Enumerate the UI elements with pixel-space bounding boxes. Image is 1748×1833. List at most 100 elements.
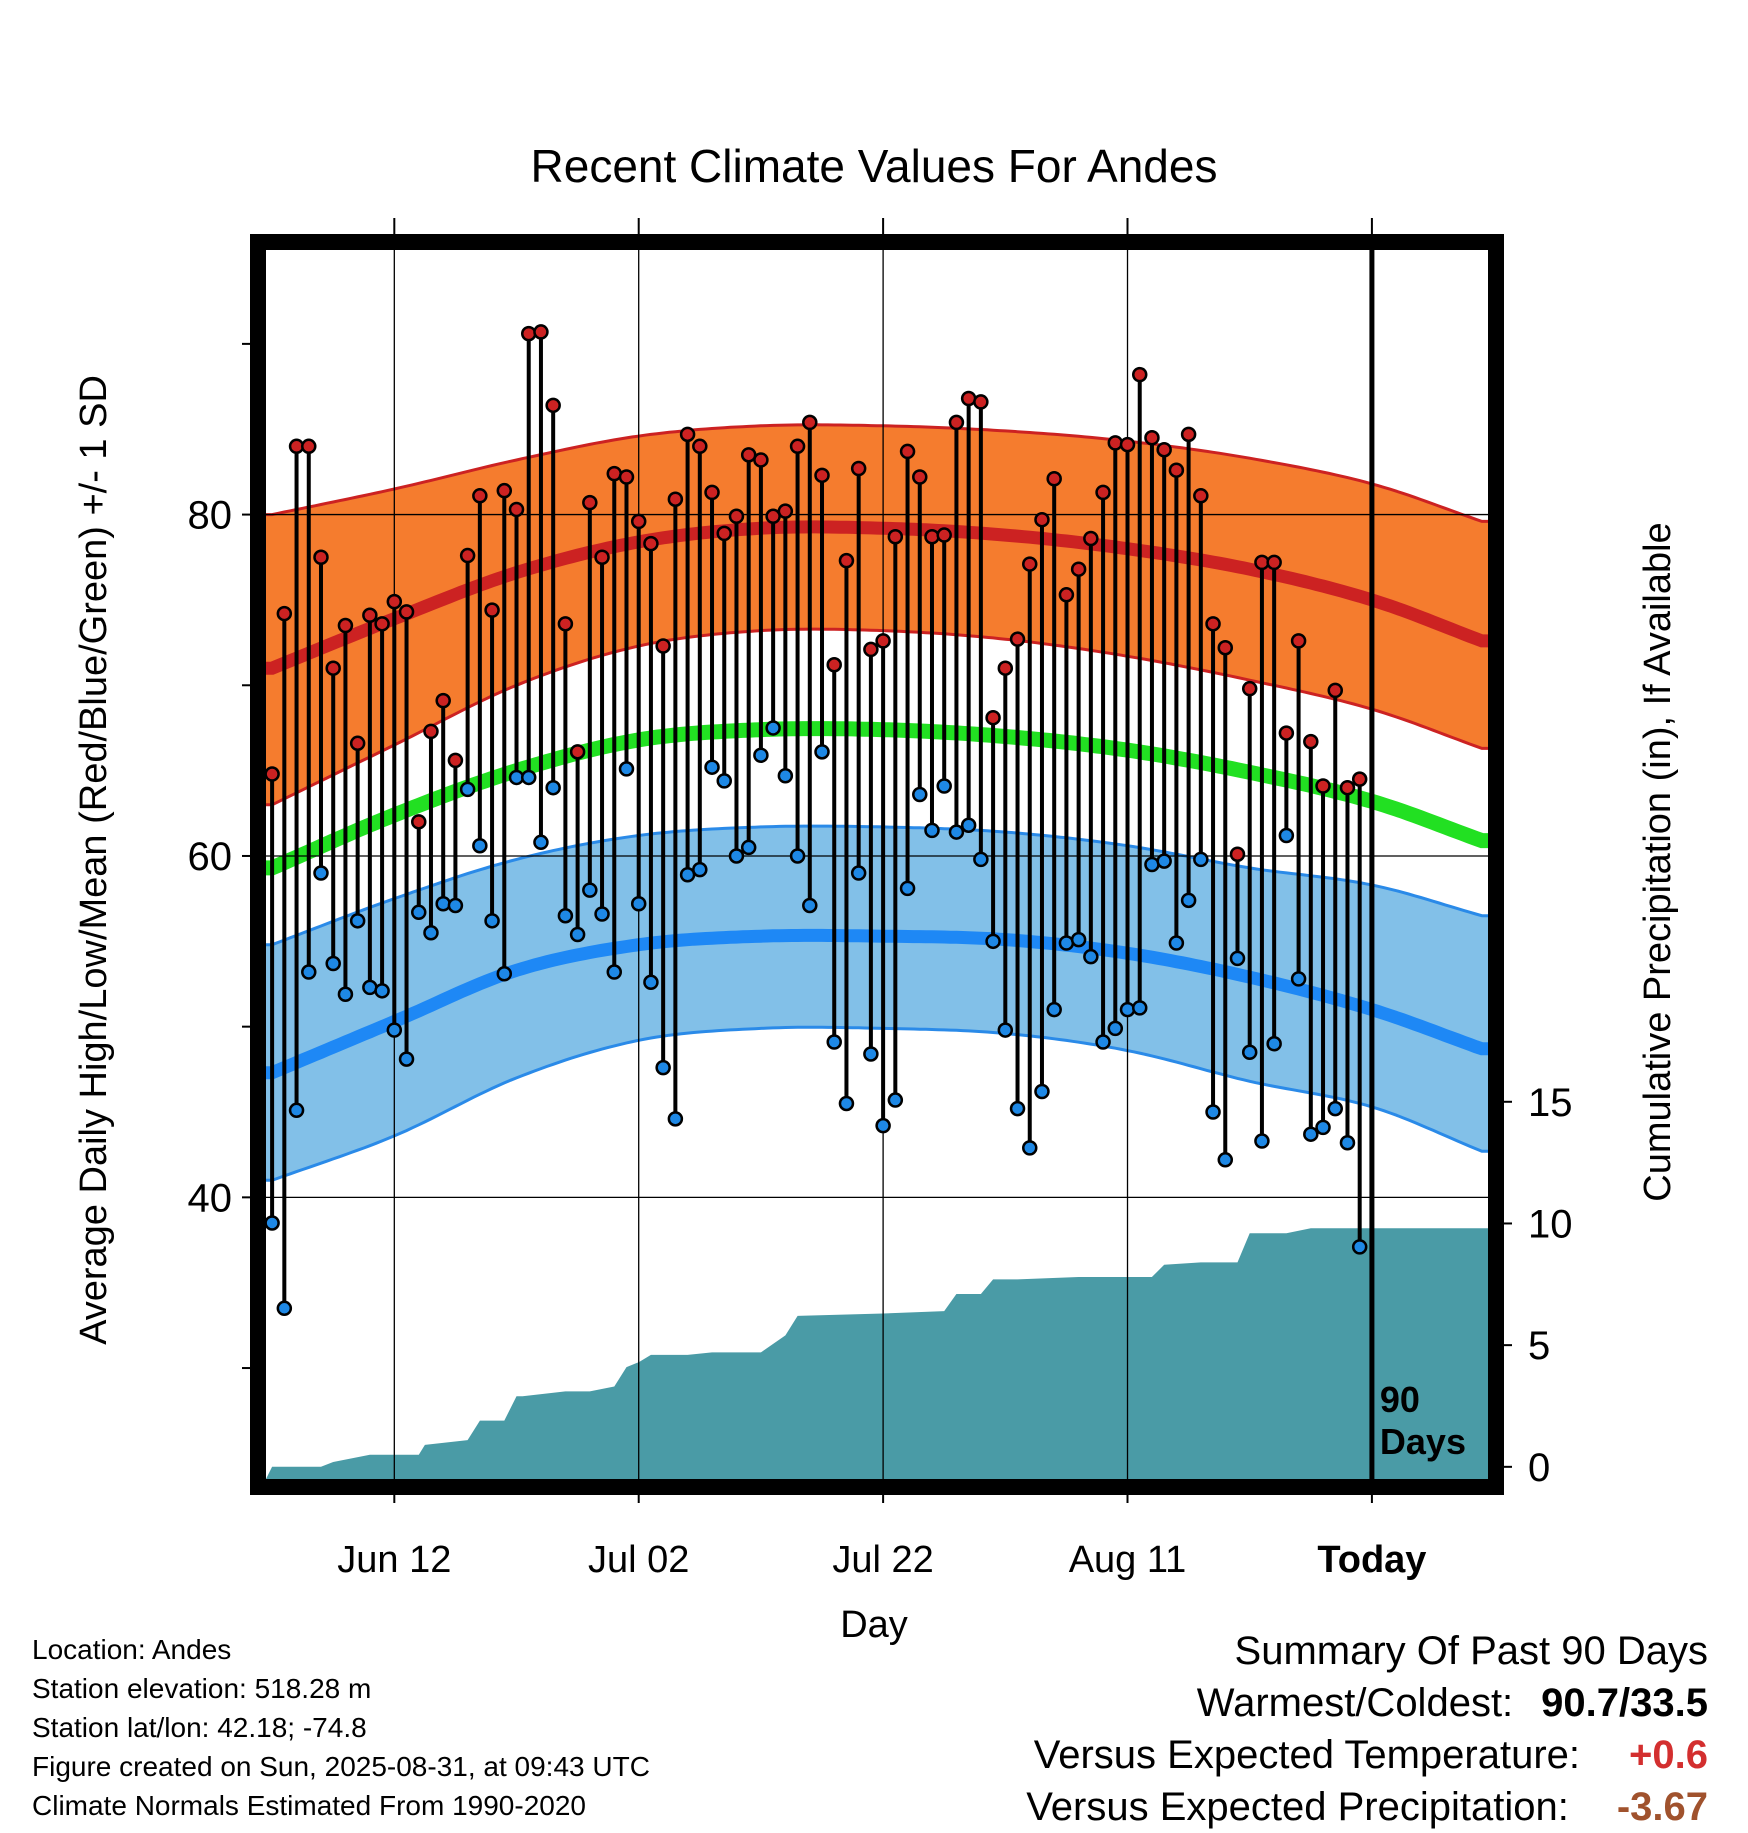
low-point: [1034, 1083, 1050, 1100]
warmest-label: Warmest/Coldest:: [1196, 1681, 1514, 1725]
high-point: [459, 547, 476, 564]
low-point: [520, 769, 537, 786]
high-point: [704, 484, 720, 501]
high-point: [484, 602, 500, 618]
y2-tick-label: 10: [1528, 1202, 1573, 1246]
low-point: [398, 1051, 415, 1067]
high-point: [924, 529, 940, 545]
low-point: [447, 897, 464, 914]
low-point: [349, 913, 366, 929]
high-point: [1058, 587, 1075, 603]
low-point: [667, 1111, 684, 1127]
low-point: [557, 907, 574, 924]
high-point: [1107, 435, 1124, 451]
high-point: [557, 616, 574, 632]
daily-stems: [270, 331, 1362, 1309]
low-point: [276, 1300, 293, 1317]
high-point: [753, 452, 769, 468]
elevation-text: Station elevation: 518.28 m: [32, 1673, 372, 1704]
plot-frame: [250, 234, 1504, 1495]
low-point: [740, 839, 757, 856]
low-point: [936, 778, 952, 794]
low-point: [753, 747, 769, 764]
low-point: [1278, 827, 1295, 844]
low-point: [1254, 1133, 1270, 1149]
y-axis-label: Average Daily High/Low/Mean (Red/Blue/Gr…: [73, 375, 115, 1345]
low-point: [887, 1092, 904, 1108]
low-point: [606, 964, 623, 980]
high-point: [630, 513, 647, 530]
high-point: [1205, 616, 1221, 632]
low-point: [814, 744, 830, 760]
normals-text: Climate Normals Estimated From 1990-2020: [32, 1790, 586, 1821]
y-tick-label: 40: [188, 1176, 233, 1220]
low-point: [899, 880, 916, 897]
high-point: [362, 607, 378, 624]
low-point: [997, 1022, 1014, 1038]
high-point: [1315, 778, 1331, 794]
low-point: [594, 906, 610, 922]
low-lower-edge: [266, 1025, 1488, 1182]
low-point: [1193, 851, 1209, 868]
high-lower-edge: [266, 627, 1488, 807]
high-point: [655, 638, 671, 654]
chart-title: Recent Climate Values For Andes: [531, 140, 1218, 192]
low-point: [728, 848, 745, 864]
high-point: [1290, 633, 1307, 649]
low-point: [1070, 931, 1087, 948]
low-point: [1156, 853, 1172, 869]
y2-tick-label: 5: [1528, 1324, 1550, 1368]
low-point: [618, 761, 635, 777]
daily-dots: [266, 324, 1368, 1317]
high-point: [1131, 366, 1148, 383]
high-point: [276, 605, 293, 622]
y2-tick-label: 0: [1528, 1446, 1550, 1490]
x-tick-label: Jun 12: [337, 1539, 451, 1581]
warmest-coldest-row: Warmest/Coldest: 90.7/33.5: [1026, 1677, 1708, 1729]
high-point: [850, 460, 867, 477]
y-tick-label: 60: [188, 835, 233, 879]
high-point: [997, 660, 1014, 676]
summary-panel: Summary Of Past 90 Days Warmest/Coldest:…: [1026, 1625, 1708, 1833]
low-point: [533, 834, 549, 851]
high-point: [1119, 436, 1136, 453]
high-point: [1193, 488, 1209, 504]
low-point: [1180, 892, 1197, 909]
high-point: [960, 390, 977, 407]
low-point: [423, 925, 439, 941]
precip-row: Versus Expected Precipitation: -3.67: [1026, 1781, 1708, 1833]
high-point: [520, 325, 537, 342]
low-point: [1217, 1152, 1234, 1168]
high-point: [398, 604, 415, 620]
high-point: [423, 723, 439, 740]
low-point: [875, 1117, 891, 1134]
high-point: [716, 525, 732, 542]
x-axis-label: Day: [840, 1604, 908, 1646]
low-point: [1083, 948, 1099, 965]
low-upper-edge: [266, 824, 1488, 947]
high-point: [1327, 682, 1343, 699]
high-point: [337, 617, 354, 634]
high-point: [508, 501, 525, 518]
high-point: [912, 469, 928, 485]
plot-area: [266, 250, 1488, 1479]
high-point: [863, 641, 879, 658]
high-point: [1339, 779, 1356, 796]
high-point: [1046, 470, 1062, 487]
high-point: [545, 397, 561, 414]
high-point: [1229, 846, 1246, 863]
temp-row: Versus Expected Temperature: +0.6: [1026, 1729, 1708, 1781]
station-info: Location: Andes Station elevation: 518.2…: [32, 1630, 650, 1825]
low-point: [545, 779, 561, 796]
high-point: [374, 616, 390, 632]
high-point: [582, 494, 598, 511]
high-point: [411, 814, 427, 830]
high-point: [569, 744, 586, 760]
high-upper-edge: [266, 423, 1488, 523]
low-point: [838, 1095, 855, 1112]
precip-value: -3.67: [1616, 1785, 1708, 1829]
high-point: [826, 657, 842, 673]
low-point: [1009, 1100, 1026, 1117]
low-point: [924, 822, 940, 839]
high-sd-band: [266, 424, 1488, 805]
